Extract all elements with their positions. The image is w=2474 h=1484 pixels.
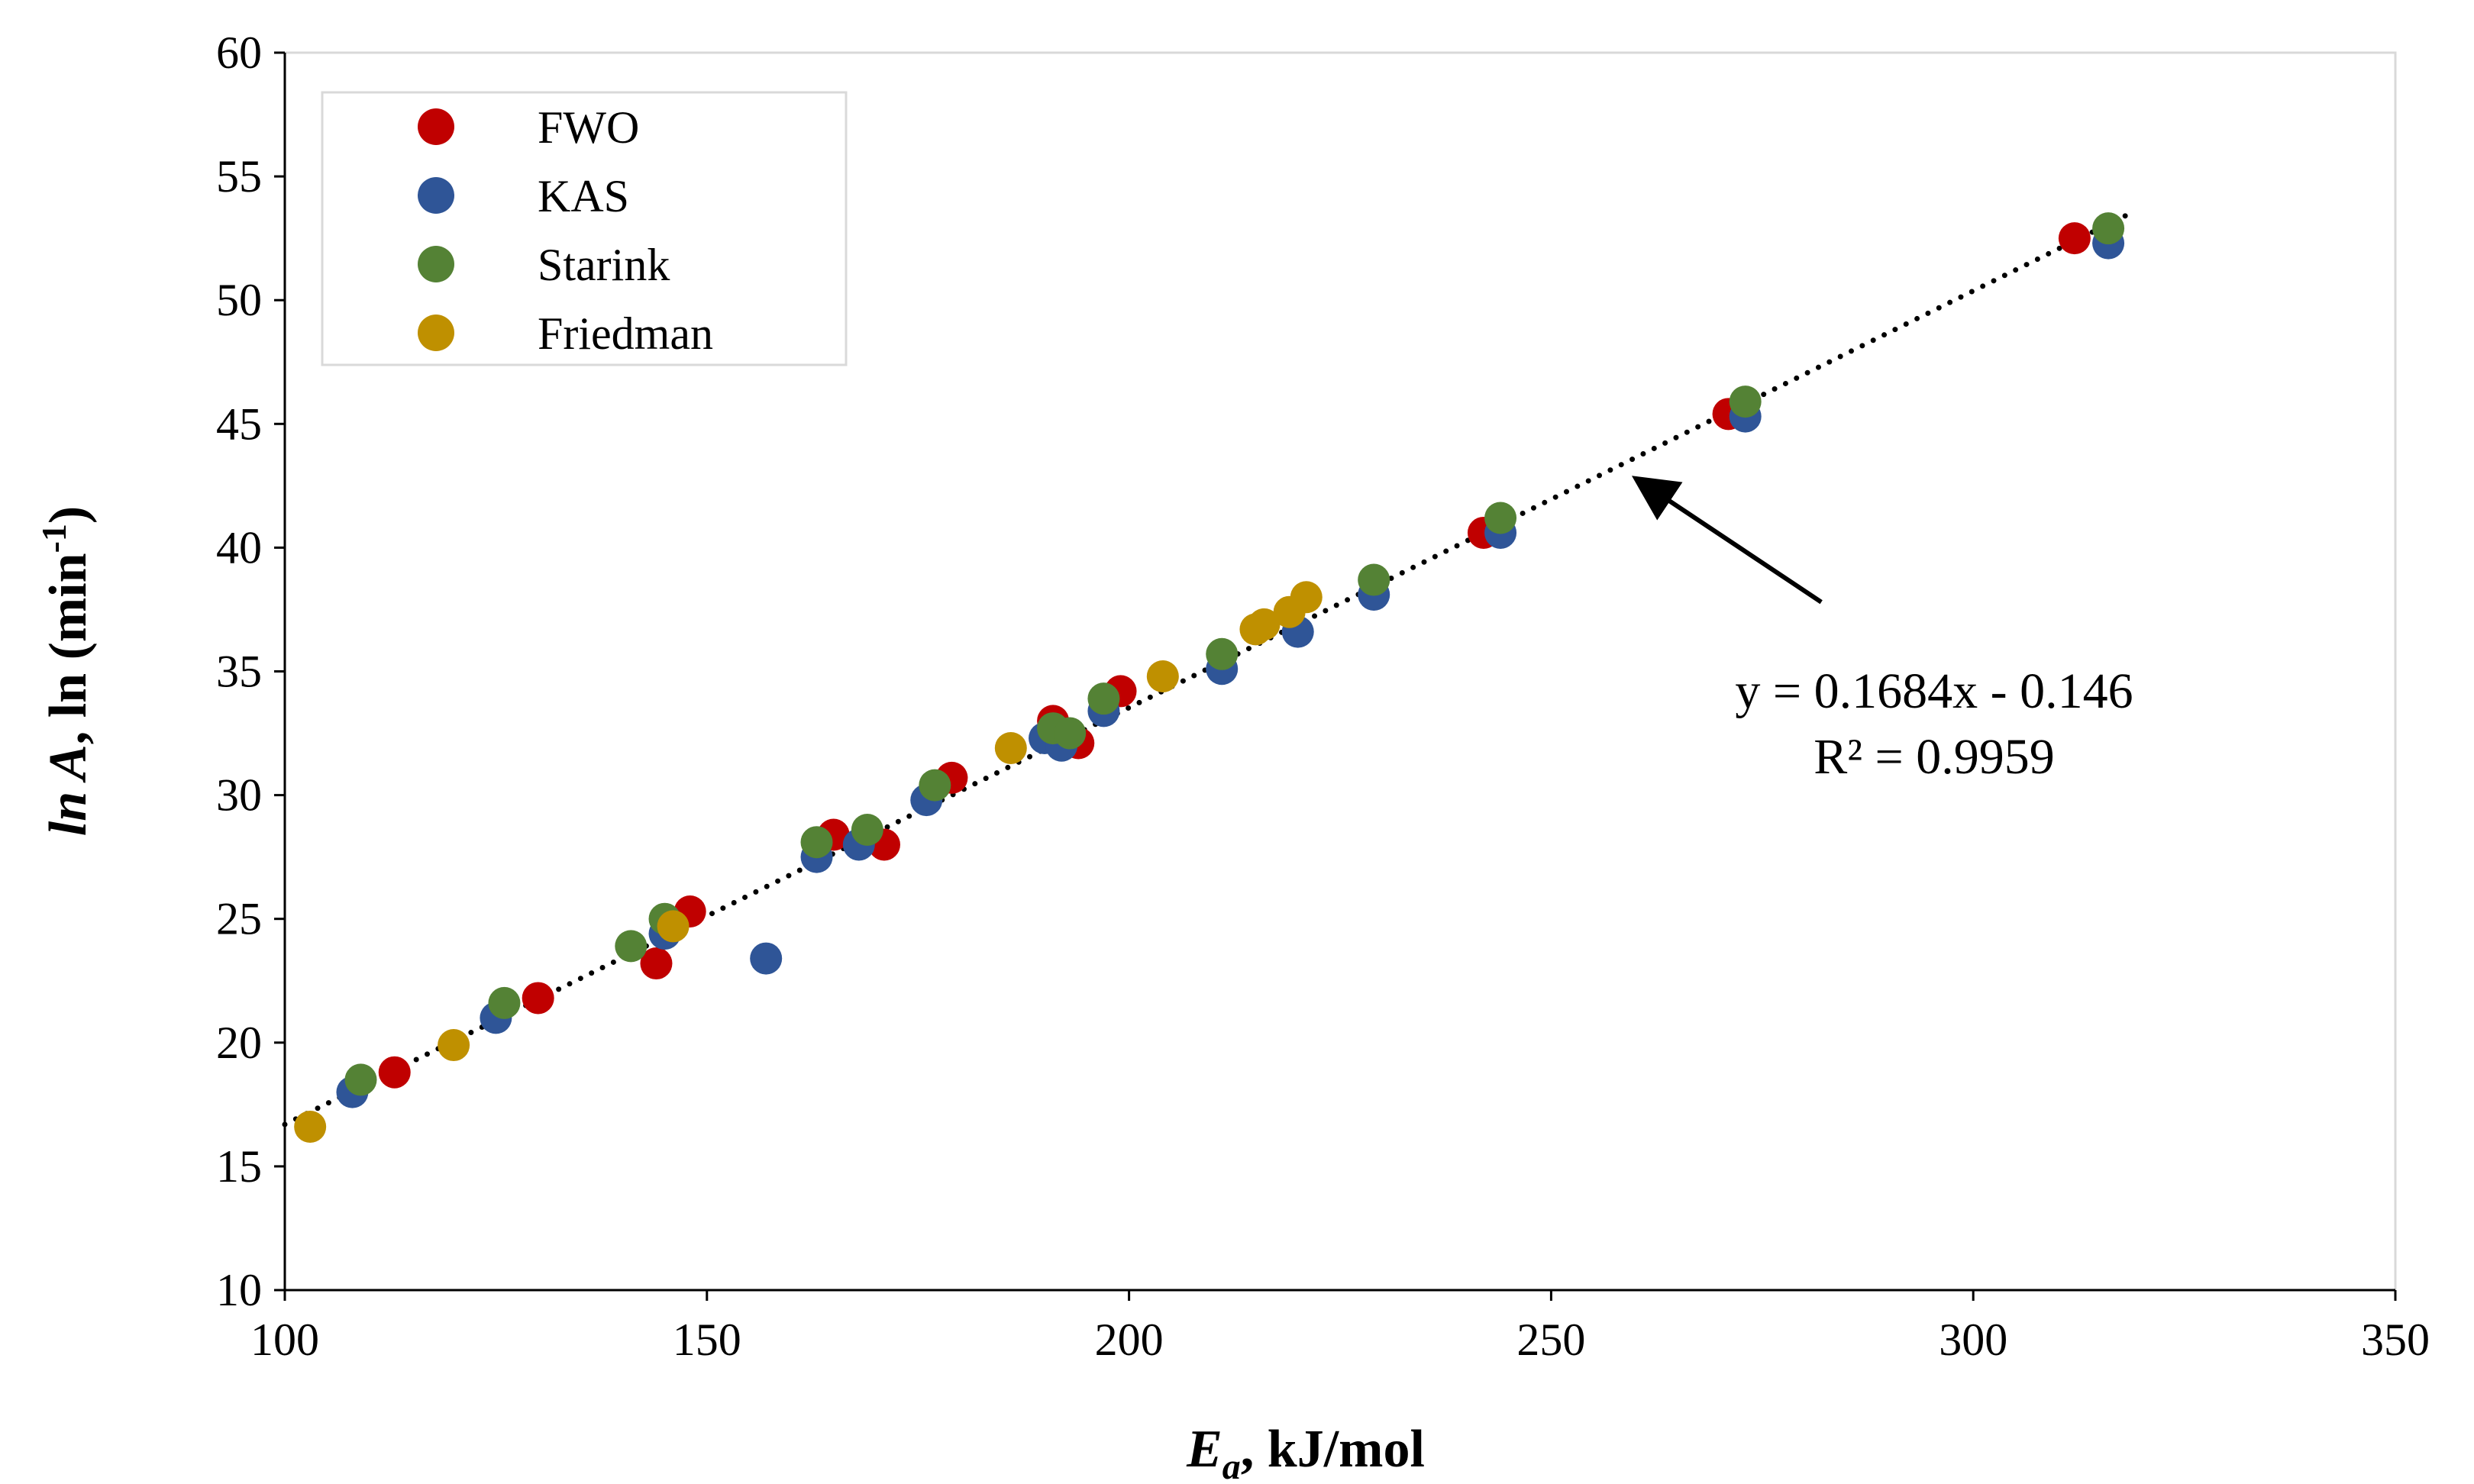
legend-label-friedman: Friedman [538,308,713,359]
legend-box [321,91,848,366]
trendline-equation: y = 0.1684x - 0.146 [1735,663,2133,719]
point-starink [800,826,833,859]
point-friedman [294,1111,327,1144]
y-axis-title-superscript: -1 [34,524,73,553]
data-points [294,212,2125,1144]
y-tick-label: 25 [216,894,262,944]
point-starink [1087,682,1120,715]
y-tick-label: 10 [216,1265,262,1315]
x-tick-label: 200 [1095,1315,1164,1365]
legend-marker-friedman [418,315,454,351]
point-starink [615,930,648,963]
point-starink [1358,563,1390,596]
legend-marker-kas [418,177,454,214]
point-friedman [1146,660,1179,692]
y-tick-label: 60 [216,27,262,78]
axes: 10 15 20 25 30 35 40 45 50 55 60 100 150 200 250 300 35… [216,27,2430,1365]
series-friedman [294,581,1323,1144]
point-friedman [657,910,690,943]
legend-label-kas: KAS [538,171,629,221]
point-fwo [640,947,673,980]
point-friedman [1290,581,1323,614]
x-tick-label: 100 [250,1315,319,1365]
point-starink [2092,212,2125,245]
y-tick-label: 55 [216,151,262,202]
legend-marker-starink [418,246,454,282]
point-friedman [438,1029,470,1062]
legend-marker-fwo [418,108,454,145]
x-tick-label: 150 [673,1315,741,1365]
y-axis-title-unit: , ln (min [39,553,98,744]
point-fwo [2058,222,2091,255]
y-tick-label: 50 [216,275,262,325]
y-tick-label: 45 [216,398,262,449]
point-friedman [994,732,1027,765]
trendline-annotation: y = 0.1684x - 0.146 R² = 0.9959 [1631,476,2133,785]
x-tick-label: 300 [1939,1315,2007,1365]
trendline [282,213,2128,1128]
point-fwo [522,982,554,1015]
point-starink [1484,502,1517,534]
x-axis-title-symbol: E [1186,1420,1222,1479]
y-tick-label: 40 [216,522,262,573]
legend: FWO KAS Starink Friedman [321,91,848,366]
y-axis-title-close: ) [39,506,98,524]
y-axis-title: ln A, ln (min-1) [34,506,98,837]
x-axis-title: Ea, kJ/mol [1186,1420,1425,1484]
legend-label-starink: Starink [538,240,670,290]
y-axis-title-symbol: ln A [39,744,98,836]
trendline-r-squared: R² = 0.9959 [1814,729,2055,785]
x-tick-label: 250 [1516,1315,1585,1365]
y-tick-label: 30 [216,770,262,821]
point-starink [344,1063,377,1096]
trendline-group [282,213,2128,1128]
point-friedman [1248,608,1281,640]
point-starink [1729,386,1762,418]
annotation-arrow [1631,476,1823,605]
point-starink [919,769,951,802]
point-starink [851,813,883,846]
y-tick-label: 20 [216,1018,262,1068]
point-starink [488,986,521,1019]
y-tick-label: 15 [216,1141,262,1192]
point-kas [750,942,783,975]
legend-label-fwo: FWO [538,102,639,153]
y-tick-label: 35 [216,647,262,697]
point-starink [1054,717,1087,750]
point-starink [1206,637,1239,670]
x-axis-title-subscript: a [1222,1447,1241,1484]
x-tick-label: 350 [2361,1315,2430,1365]
series-starink [344,212,2125,1096]
x-axis-title-unit: , kJ/mol [1241,1420,1425,1479]
point-fwo [378,1056,411,1089]
